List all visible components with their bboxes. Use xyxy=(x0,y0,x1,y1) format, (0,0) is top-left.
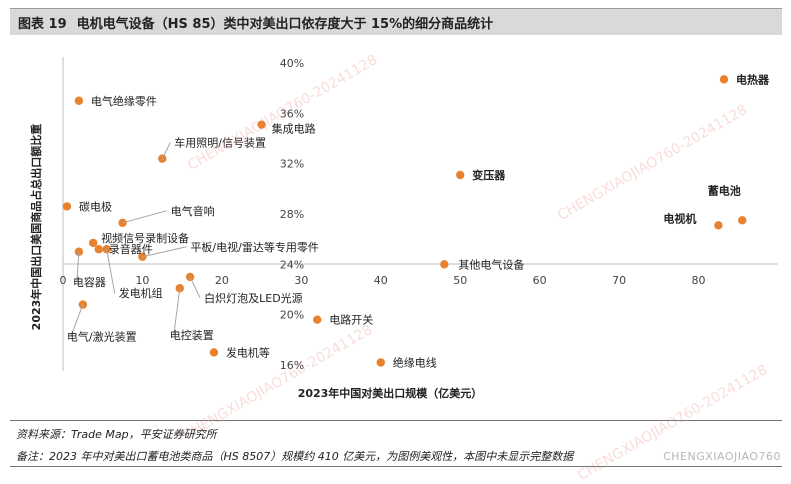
data-label: 其他电气设备 xyxy=(458,257,524,271)
label-leader-line xyxy=(122,210,167,224)
data-label: 电气绝缘零件 xyxy=(91,94,157,108)
data-label: 绝缘电线 xyxy=(393,355,437,369)
data-label: 电控装置 xyxy=(170,328,214,342)
data-point xyxy=(78,300,88,309)
data-label: 白炽灯泡及LED光源 xyxy=(204,291,303,305)
data-label: 电气/激光装置 xyxy=(67,330,137,344)
data-point xyxy=(74,96,84,105)
label-leader-line xyxy=(173,288,181,336)
footer-bottom-rule xyxy=(10,466,782,467)
footnote: 备注：2023 年中对美出口蓄电池类商品（HS 8507）规模约 410 亿美元… xyxy=(16,450,574,463)
x-tick-label: 50 xyxy=(453,274,467,287)
data-point xyxy=(738,216,747,225)
x-axis-label: 2023年中国对美出口规模（亿美元） xyxy=(298,386,483,400)
label-leader-line xyxy=(189,276,201,299)
data-label: 视频信号录制设备 xyxy=(101,231,189,245)
x-tick-label: 30 xyxy=(294,274,308,287)
y-tick-label: 20% xyxy=(280,309,304,322)
footer-divider xyxy=(10,420,782,421)
data-label: 蓄电池 xyxy=(708,183,741,197)
figure-title: 图表 19 电机电气设备（HS 85）类中对美出口依存度大于 15%的细分商品统计 xyxy=(18,13,493,32)
figure-title-bar: 图表 19 电机电气设备（HS 85）类中对美出口依存度大于 15%的细分商品统计 xyxy=(10,8,782,35)
data-label: 录音器件 xyxy=(109,242,153,256)
y-tick-label: 16% xyxy=(280,359,304,372)
data-label: 碳电极 xyxy=(79,199,112,213)
data-point xyxy=(94,245,103,254)
data-point xyxy=(185,272,195,282)
data-point xyxy=(175,284,184,293)
source-note: 资料来源：Trade Map，平安证券研究所 xyxy=(16,428,217,441)
data-point xyxy=(257,120,266,129)
label-leader-line xyxy=(142,246,187,258)
data-point xyxy=(209,348,219,357)
data-point xyxy=(88,238,98,248)
data-label: 电气音响 xyxy=(171,204,215,218)
chart-points xyxy=(62,75,747,367)
y-tick-label: 28% xyxy=(280,208,304,221)
data-label: 电路开关 xyxy=(329,313,373,327)
x-tick-label: 20 xyxy=(215,274,229,287)
data-point xyxy=(714,221,723,230)
y-tick-label: 32% xyxy=(280,158,304,171)
y-tick-label: 24% xyxy=(280,258,304,271)
data-label: 集成电路 xyxy=(272,122,316,136)
y-tick-label: 40% xyxy=(280,57,304,70)
label-leader-line xyxy=(106,249,116,294)
chart-axes: 16% 20% 24% 28% 32% 36% 40% 0 10 20 30 40 50 60 70 80 xyxy=(60,57,778,372)
data-point xyxy=(376,358,385,367)
data-label: 电容器 xyxy=(73,275,106,289)
y-tick-label: 36% xyxy=(280,107,304,120)
x-tick-label: 0 xyxy=(60,274,67,287)
label-leader-line xyxy=(161,142,171,159)
data-point xyxy=(440,260,449,269)
data-point xyxy=(719,75,729,84)
data-label: 发电机组 xyxy=(119,286,163,300)
scatter-chart: 16% 20% 24% 28% 32% 36% 40% 0 10 20 30 40 50 60 70 80 电… xyxy=(29,57,778,400)
label-leader-line xyxy=(76,251,80,282)
data-label: 电热器 xyxy=(736,72,770,86)
x-tick-label: 80 xyxy=(692,274,706,287)
x-tick-label: 40 xyxy=(374,274,388,287)
data-point xyxy=(313,315,322,324)
data-label: 电视机 xyxy=(663,211,696,225)
data-label: 平板/电视/雷达等专用零件 xyxy=(190,240,318,254)
data-label: 车用照明/信号装置 xyxy=(174,136,266,150)
figure-title-text: 电机电气设备（HS 85）类中对美出口依存度大于 15%的细分商品统计 xyxy=(76,17,494,32)
label-leader-line xyxy=(70,304,84,337)
x-tick-label: 10 xyxy=(135,274,149,287)
x-tick-label: 70 xyxy=(612,274,626,287)
x-tick-label: 60 xyxy=(533,274,547,287)
y-axis-label: 2023年中国出口美国商品占总出口额比重 xyxy=(29,124,43,331)
data-point xyxy=(456,170,465,180)
data-point xyxy=(62,202,72,211)
data-label: 发电机等 xyxy=(226,345,270,359)
corner-watermark: CHENGXIAOJIAO760 xyxy=(663,450,781,463)
data-label: 变压器 xyxy=(472,168,506,182)
figure-number: 图表 19 xyxy=(18,17,67,32)
